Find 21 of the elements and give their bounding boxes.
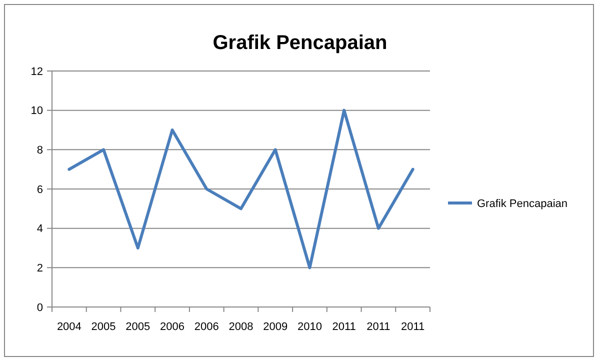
y-tick-label: 4: [36, 223, 43, 236]
x-tick-label: 2010: [297, 321, 322, 333]
x-tick-label: 2011: [400, 321, 425, 333]
line-series: [68, 108, 414, 270]
x-tick-label: 2005: [126, 321, 150, 333]
chart-title: Grafik Pencapaian: [212, 32, 388, 54]
y-tick-label: 8: [36, 144, 43, 157]
x-tick-label: 2009: [263, 321, 288, 333]
y-tick-label: 6: [36, 184, 43, 196]
x-tick-label: 2006: [160, 321, 185, 333]
legend-label: Grafik Pencapaian: [477, 198, 568, 210]
x-tick-label: 2008: [228, 321, 254, 333]
y-tick-label: 12: [30, 66, 43, 78]
x-tick-label: 2004: [56, 321, 82, 333]
x-tick-label: 2011: [366, 321, 390, 333]
y-tick-label: 2: [36, 262, 43, 275]
x-tick-label: 2006: [194, 321, 219, 333]
y-tick-label: 0: [36, 302, 43, 314]
y-tick-label: 10: [30, 105, 43, 118]
x-tick-label: 2005: [91, 321, 116, 333]
x-tick-label: 2011: [332, 321, 356, 333]
